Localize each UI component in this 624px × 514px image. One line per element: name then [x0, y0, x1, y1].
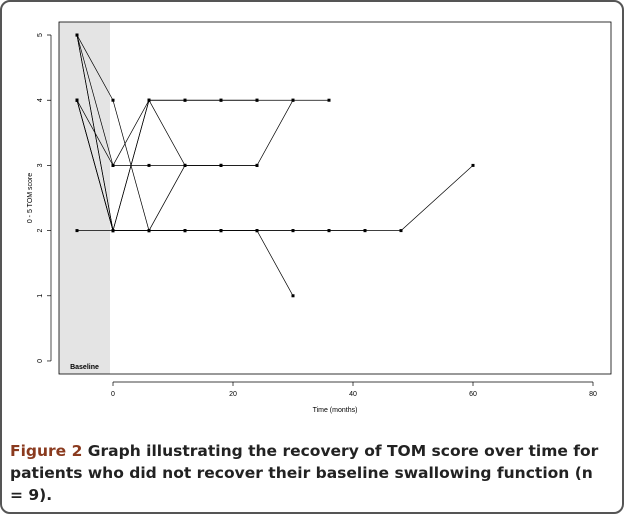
baseline-label: Baseline — [70, 364, 99, 371]
data-point — [255, 163, 259, 167]
data-point — [291, 294, 295, 298]
x-tick-label: 80 — [589, 391, 597, 398]
x-axis-label: Time (months) — [313, 407, 358, 414]
data-point — [327, 229, 331, 233]
data-point — [291, 98, 295, 102]
data-point — [219, 98, 223, 102]
figure-label: Figure 2 — [10, 442, 83, 460]
data-point — [471, 163, 475, 167]
data-point — [291, 229, 295, 233]
caption: Graph illustrating the recovery of TOM s… — [10, 442, 599, 504]
caption-block: Figure 2 Graph illustrating the recovery… — [10, 440, 610, 506]
y-tick-label: 4 — [37, 98, 44, 102]
y-tick-label: 1 — [37, 294, 44, 298]
data-point — [399, 229, 403, 233]
plot-frame — [58, 21, 612, 375]
data-point — [255, 98, 259, 102]
series-line — [76, 34, 257, 231]
data-point — [147, 229, 151, 233]
x-tick-label: 40 — [349, 391, 357, 398]
data-point — [183, 163, 187, 167]
y-tick-label: 5 — [37, 33, 44, 37]
data-point — [111, 98, 115, 102]
data-point — [111, 163, 115, 167]
data-point — [111, 229, 115, 233]
x-tick-label: 20 — [229, 391, 237, 398]
data-point — [219, 163, 223, 167]
data-point — [255, 229, 259, 233]
data-point — [219, 229, 223, 233]
chart: Baseline 0 20 40 60 80 Time (months) 0 1 2 3 4 5 0 - … — [27, 21, 612, 414]
data-point — [147, 163, 151, 167]
y-tick-label: 0 — [37, 359, 44, 363]
y-tick-label: 2 — [37, 229, 44, 233]
x-tick-label: 0 — [111, 391, 115, 398]
y-axis-label: 0 - 5 TOM score — [27, 173, 34, 223]
data-point — [147, 98, 151, 102]
baseline-region — [59, 22, 110, 374]
x-tick-label: 60 — [469, 391, 477, 398]
series-line — [76, 100, 257, 231]
data-point — [75, 229, 79, 233]
data-point — [183, 229, 187, 233]
data-point — [183, 98, 187, 102]
data-point — [327, 98, 331, 102]
data-point — [75, 33, 79, 37]
y-tick-label: 3 — [37, 163, 44, 167]
data-point — [75, 98, 79, 102]
data-point — [363, 229, 367, 233]
